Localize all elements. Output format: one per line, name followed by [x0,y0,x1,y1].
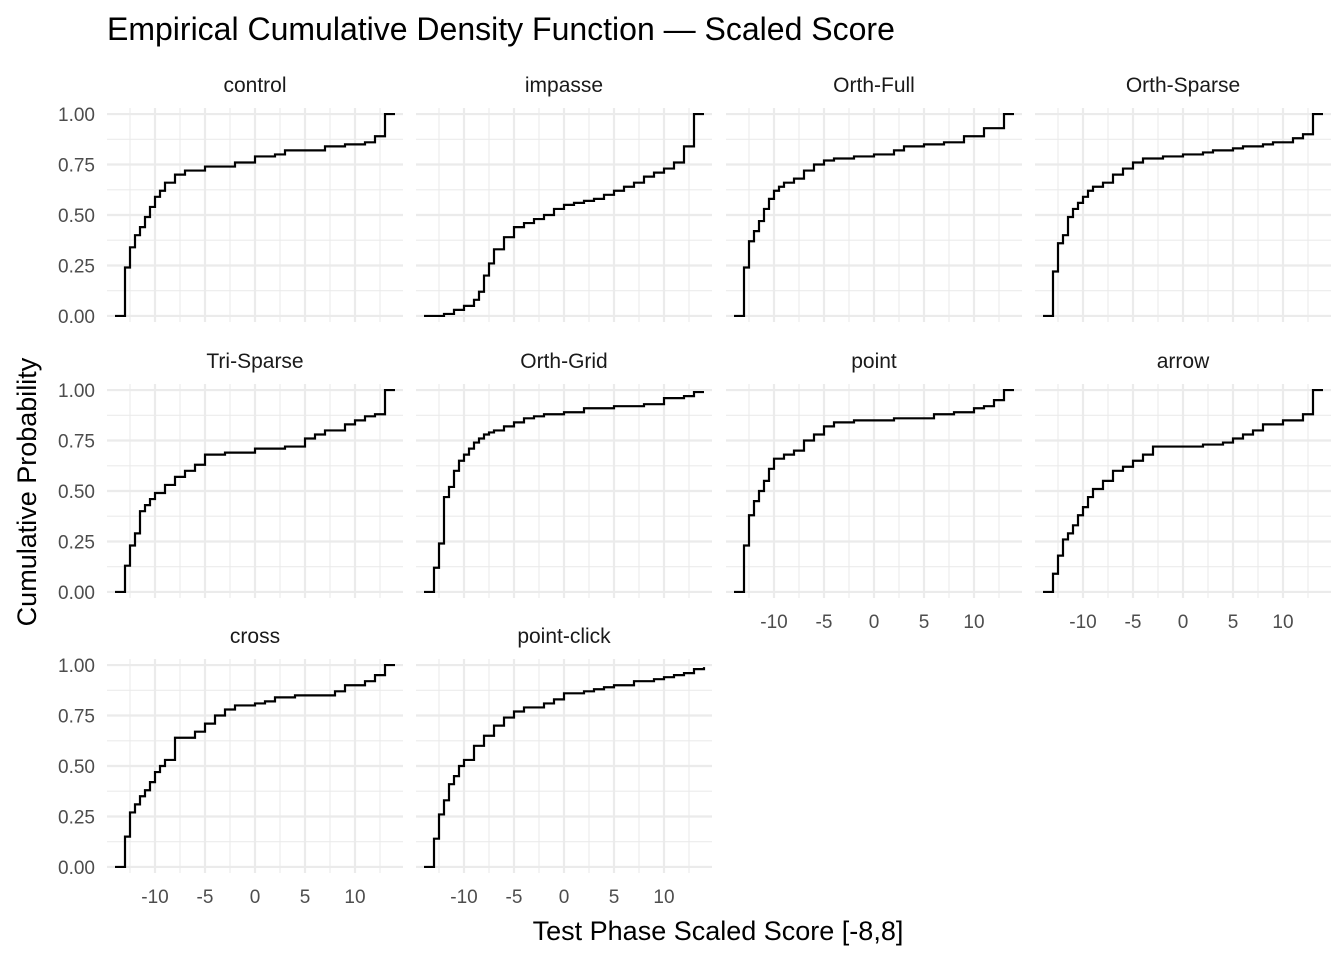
y-tick-label: 0.00 [58,858,95,879]
y-tick-label: 0.50 [58,482,95,503]
x-tick-label: -10 [141,887,168,908]
facet-strip-label: point-click [517,625,611,648]
facet-strip-label: point [851,350,897,373]
facet-panel-orth-grid: Orth-Grid [416,350,712,598]
x-axis-title: Test Phase Scaled Score [-8,8] [533,916,904,946]
y-tick-label: 0.75 [58,707,95,728]
ecdf-step-line [424,112,704,318]
facet-strip-label: Orth-Sparse [1126,74,1240,97]
facet-strip-label: control [223,74,286,97]
facet-panel-cross: cross 0.00 0.25 0.50 0.75 1.00 -10 -5 0 5 10 [58,625,403,908]
x-tick-label: 10 [344,887,365,908]
facet-panel-orth-sparse: Orth-Sparse [1035,74,1331,322]
y-tick-label: 1.00 [58,105,95,126]
x-tick-label: 10 [653,887,674,908]
x-tick-label: 5 [919,612,930,633]
x-tick-label: -5 [816,612,833,633]
y-tick-label: 0.75 [58,432,95,453]
x-tick-label: -10 [1069,612,1096,633]
y-tick-label: 0.25 [58,256,95,277]
y-axis-title: Cumulative Probability [12,357,42,626]
ecdf-step-line [734,112,1014,318]
y-tick-label: 0.00 [58,307,95,328]
facet-strip-label: cross [230,625,280,648]
facet-panels: control 0.00 0.25 0.50 0.75 1.00 impasse Orth-F… [58,74,1331,908]
ecdf-step-line [115,112,395,318]
ecdf-step-line [734,388,1014,594]
facet-panel-orth-full: Orth-Full [726,74,1022,322]
facet-strip-label: Tri-Sparse [206,350,303,373]
x-tick-label: 0 [869,612,880,633]
x-tick-label: 10 [1272,612,1293,633]
x-tick-label: -5 [1125,612,1142,633]
facet-panel-tri-sparse: Tri-Sparse 0.00 0.25 0.50 0.75 1.00 [58,350,403,604]
ecdf-step-line [115,388,395,594]
facet-strip-label: Orth-Full [833,74,915,97]
x-tick-label: 0 [559,887,570,908]
facet-strip-label: impasse [525,74,603,97]
x-tick-label: 5 [1228,612,1239,633]
y-tick-label: 0.75 [58,156,95,177]
x-tick-label: 0 [1178,612,1189,633]
y-tick-label: 0.50 [58,757,95,778]
x-tick-label: 10 [963,612,984,633]
facet-panel-control: control 0.00 0.25 0.50 0.75 1.00 [58,74,403,328]
facet-panel-arrow: arrow -10 -5 0 5 10 [1035,350,1331,633]
ecdf-step-line [424,390,704,594]
facet-panel-point-click: point-click -10 -5 0 5 10 [416,625,712,908]
y-tick-label: 1.00 [58,656,95,677]
y-tick-label: 0.50 [58,206,95,227]
facet-panel-point: point -10 -5 0 5 10 [726,350,1022,633]
x-tick-label: 5 [609,887,620,908]
y-tick-label: 0.00 [58,583,95,604]
y-tick-label: 0.25 [58,807,95,828]
facet-panel-impasse: impasse [416,74,712,322]
facet-strip-label: Orth-Grid [520,350,608,373]
x-tick-label: 0 [250,887,261,908]
y-tick-label: 1.00 [58,381,95,402]
chart-title: Empirical Cumulative Density Function — … [107,11,895,47]
ecdf-step-line [115,663,395,869]
x-tick-label: 5 [300,887,311,908]
ecdf-step-line [1043,112,1323,318]
x-tick-label: -10 [450,887,477,908]
ecdf-step-line [424,667,706,869]
facet-strip-label: arrow [1157,350,1210,373]
x-tick-label: -5 [197,887,214,908]
ecdf-step-line [1043,388,1323,594]
y-tick-label: 0.25 [58,532,95,553]
x-tick-label: -10 [760,612,787,633]
x-tick-label: -5 [506,887,523,908]
